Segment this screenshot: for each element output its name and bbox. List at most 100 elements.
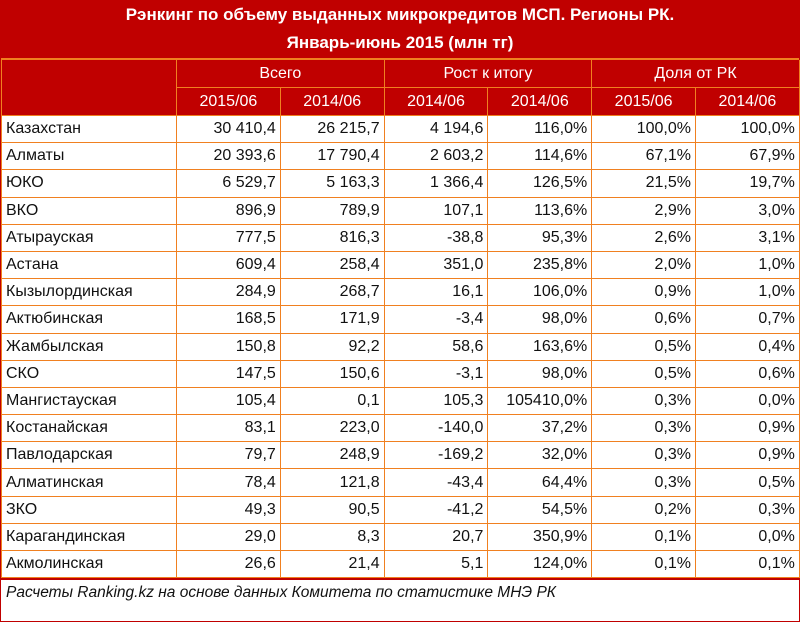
value-cell: 37,2% — [487, 414, 593, 443]
value-cell: 106,0% — [487, 278, 593, 307]
table-row: СКО 147,5 150,6 -3,1 98,0% 0,5% 0,6% — [1, 359, 800, 388]
group-header-row: Всего Рост к итогу Доля от РК — [1, 60, 800, 116]
table-row: ВКО 896,9 789,9 107,1 113,6% 2,9% 3,0% — [1, 196, 800, 225]
value-cell: 49,3 — [176, 495, 281, 524]
region-cell: ВКО — [1, 196, 177, 225]
value-cell: 248,9 — [279, 441, 385, 470]
value-cell: 121,8 — [279, 468, 385, 497]
value-cell: 58,6 — [383, 332, 489, 361]
table-row: Павлодарская 79,7 248,9 -169,2 32,0% 0,3% 0,9% — [1, 441, 800, 470]
value-cell: 30 410,4 — [176, 114, 281, 144]
value-cell: 163,6% — [487, 332, 593, 361]
value-cell: 258,4 — [279, 250, 385, 280]
table-row: Акмолинская 26,6 21,4 5,1 124,0% 0,1% 0,1% — [1, 549, 800, 579]
value-cell: 0,5% — [591, 332, 696, 361]
value-cell: 3,0% — [695, 196, 800, 225]
value-cell: 0,7% — [695, 305, 800, 334]
table-row: Атырауская 777,5 816,3 -38,8 95,3% 2,6% 3,1% — [1, 223, 800, 252]
table-row: ЗКО 49,3 90,5 -41,2 54,5% 0,2% 0,3% — [1, 495, 800, 524]
value-cell: 0,3% — [591, 468, 696, 497]
table-row: Костанайская 83,1 223,0 -140,0 37,2% 0,3% 0,9% — [1, 414, 800, 443]
region-cell: Акмолинская — [1, 549, 177, 579]
value-cell: 29,0 — [176, 522, 281, 552]
value-cell: 20 393,6 — [176, 142, 281, 171]
value-cell: 268,7 — [279, 278, 385, 307]
value-cell: 0,1% — [591, 522, 696, 552]
value-cell: 16,1 — [383, 278, 489, 307]
value-cell: 777,5 — [176, 223, 281, 252]
table-row: Актюбинская 168,5 171,9 -3,4 98,0% 0,6% 0,7% — [1, 305, 800, 334]
table-row: Астана 609,4 258,4 351,0 235,8% 2,0% 1,0% — [1, 250, 800, 280]
value-cell: 20,7 — [383, 522, 489, 552]
value-cell: 21,4 — [279, 549, 385, 579]
value-cell: -169,2 — [383, 441, 489, 470]
value-cell: 0,2% — [591, 495, 696, 524]
value-cell: 0,6% — [695, 359, 800, 388]
value-cell: 896,9 — [176, 196, 281, 225]
value-cell: 0,5% — [695, 468, 800, 497]
sub-header-row: 2015/06 2014/06 2014/06 2014/06 2015/06 … — [2, 87, 800, 116]
region-header — [1, 60, 177, 116]
table-row: Алматинская 78,4 121,8 -43,4 64,4% 0,3% 0,5% — [1, 468, 800, 497]
value-cell: 150,6 — [279, 359, 385, 388]
value-cell: 100,0% — [695, 114, 800, 144]
value-cell: 0,3% — [695, 495, 800, 524]
value-cell: 0,0% — [695, 386, 800, 416]
value-cell: 150,8 — [176, 332, 281, 361]
value-cell: 147,5 — [176, 359, 281, 388]
value-cell: -38,8 — [383, 223, 489, 252]
table-body: Казахстан 30 410,4 26 215,7 4 194,6 116,0% 10… — [1, 114, 800, 579]
region-cell: Жамбылская — [1, 332, 177, 361]
value-cell: 105410,0% — [487, 386, 593, 416]
value-cell: 64,4% — [487, 468, 593, 497]
value-cell: 92,2 — [279, 332, 385, 361]
table-title: Рэнкинг по объему выданных микрокредитов… — [125, 5, 675, 24]
group-header-growth: Рост к итогу — [383, 60, 593, 88]
table-row: Казахстан 30 410,4 26 215,7 4 194,6 116,0% 10… — [1, 114, 800, 144]
value-cell: 284,9 — [176, 278, 281, 307]
table-subtitle: Январь-июнь 2015 (млн тг) — [286, 33, 514, 52]
value-cell: 350,9% — [487, 522, 593, 552]
value-cell: 54,5% — [487, 495, 593, 524]
value-cell: -3,4 — [383, 305, 489, 334]
value-cell: 21,5% — [591, 169, 696, 198]
value-cell: 235,8% — [487, 250, 593, 280]
value-cell: 0,4% — [695, 332, 800, 361]
value-cell: 90,5 — [279, 495, 385, 524]
region-cell: Павлодарская — [1, 441, 177, 470]
value-cell: 32,0% — [487, 441, 593, 470]
region-cell: Кызылординская — [1, 278, 177, 307]
value-cell: 79,7 — [176, 441, 281, 470]
value-cell: 0,5% — [591, 359, 696, 388]
table-row: Кызылординская 284,9 268,7 16,1 106,0% 0,9% 1,… — [1, 278, 800, 307]
value-cell: 107,1 — [383, 196, 489, 225]
value-cell: 26,6 — [176, 549, 281, 579]
value-cell: 124,0% — [487, 549, 593, 579]
value-cell: 67,1% — [591, 142, 696, 171]
value-cell: 78,4 — [176, 468, 281, 497]
value-cell: 114,6% — [487, 142, 593, 171]
value-cell: 19,7% — [695, 169, 800, 198]
value-cell: 98,0% — [487, 305, 593, 334]
value-cell: 2,0% — [591, 250, 696, 280]
value-cell: 116,0% — [487, 114, 593, 144]
region-cell: Мангистауская — [1, 386, 177, 416]
sub-header: 2014/06 — [383, 87, 489, 116]
value-cell: 113,6% — [487, 196, 593, 225]
sub-header: 2015/06 — [591, 87, 696, 116]
region-cell: Карагандинская — [1, 522, 177, 552]
region-cell: ЗКО — [1, 495, 177, 524]
region-cell: Алматинская — [1, 468, 177, 497]
sub-header: 2014/06 — [279, 87, 385, 116]
value-cell: 6 529,7 — [176, 169, 281, 198]
group-header-total: Всего — [176, 60, 385, 88]
value-cell: 2,6% — [591, 223, 696, 252]
value-cell: 609,4 — [176, 250, 281, 280]
value-cell: 26 215,7 — [279, 114, 385, 144]
value-cell: 105,4 — [176, 386, 281, 416]
region-cell: Астана — [1, 250, 177, 280]
value-cell: 0,9% — [695, 441, 800, 470]
value-cell: 67,9% — [695, 142, 800, 171]
value-cell: -140,0 — [383, 414, 489, 443]
value-cell: 2 603,2 — [383, 142, 489, 171]
